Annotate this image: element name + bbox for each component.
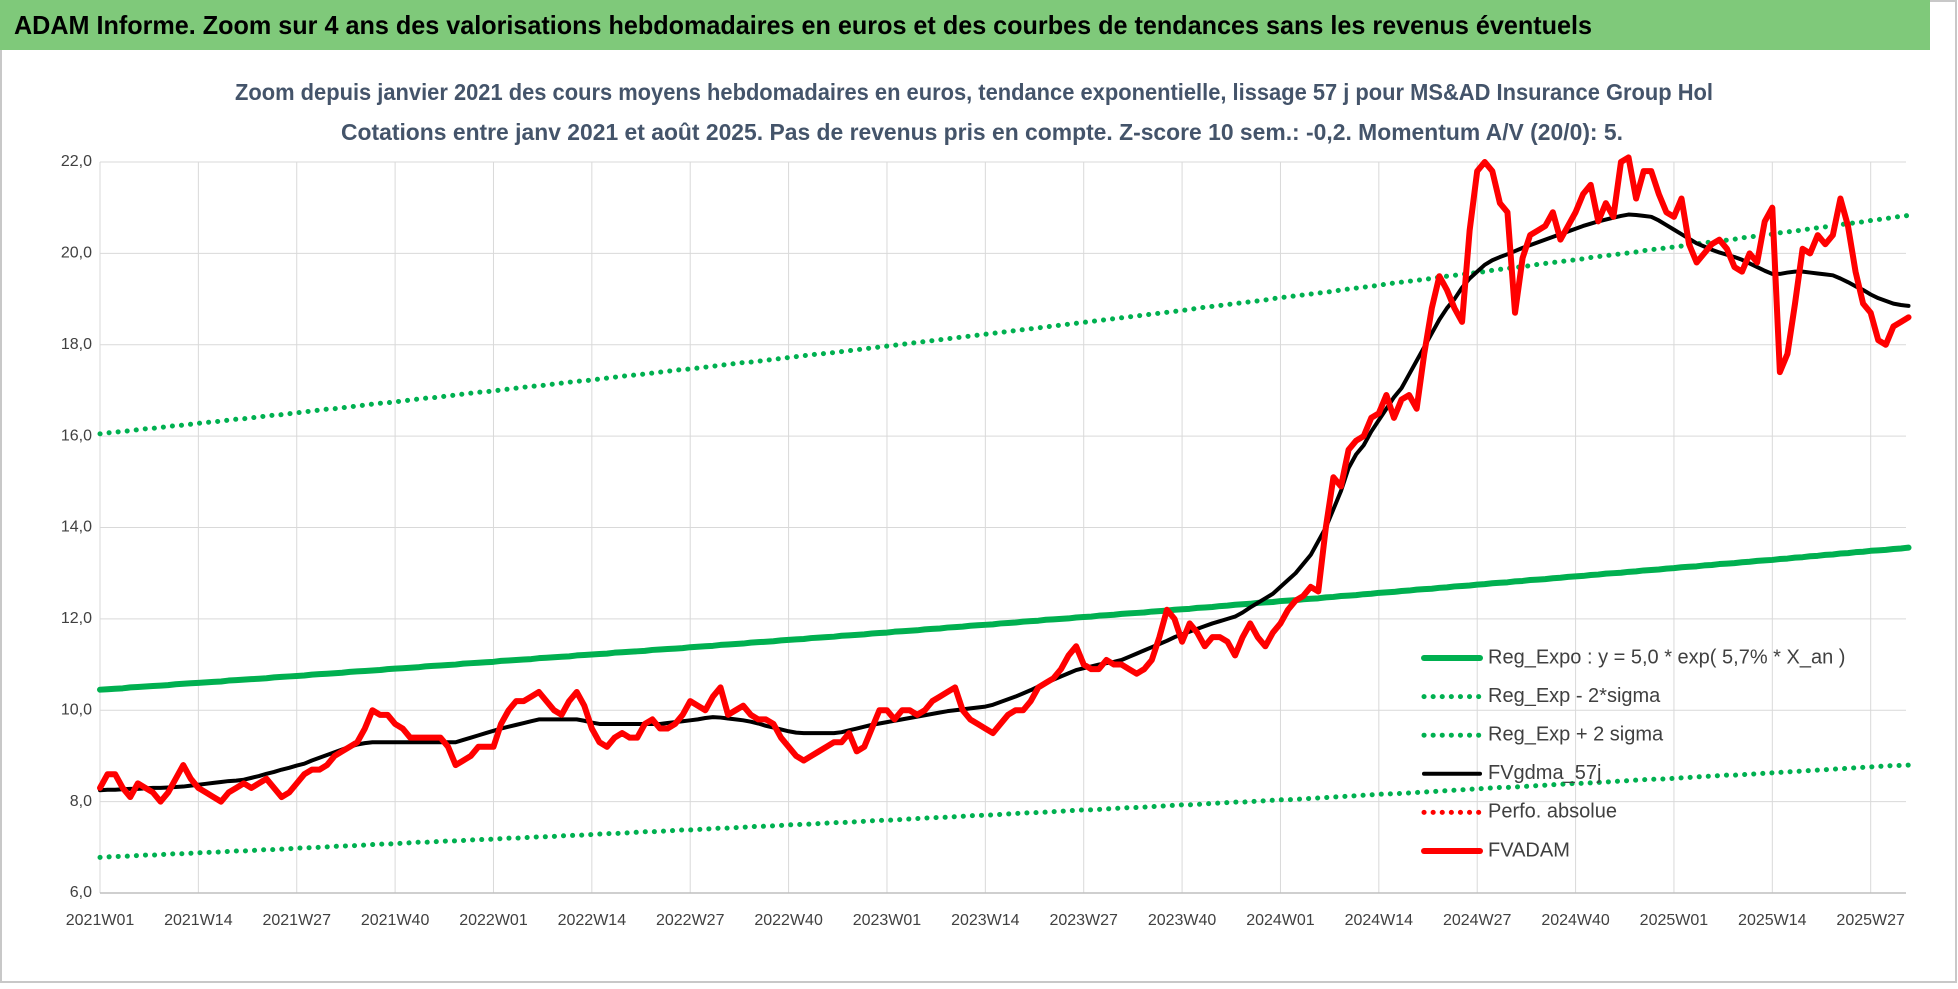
series-line [97, 154, 1912, 805]
x-tick-label: 2024W40 [1541, 912, 1610, 929]
x-tick-label: 2022W27 [656, 912, 725, 929]
y-tick-label: 10,0 [61, 701, 92, 718]
legend-label: Perfo. absolue [1488, 801, 1617, 823]
series-line [97, 544, 1912, 693]
x-tick-label: 2023W27 [1049, 912, 1118, 929]
y-tick-label: 22,0 [61, 153, 92, 170]
x-tick-label: 2021W14 [164, 912, 233, 929]
x-tick-label: 2024W27 [1443, 912, 1512, 929]
y-tick-label: 6,0 [70, 884, 92, 901]
x-tick-label: 2022W01 [459, 912, 528, 929]
chart-title: Zoom depuis janvier 2021 des cours moyen… [235, 79, 1713, 105]
y-tick-label: 12,0 [61, 610, 92, 627]
x-tick-label: 2025W01 [1640, 912, 1709, 929]
chart-subtitle: Cotations entre janv 2021 et août 2025. … [341, 119, 1623, 145]
x-tick-label: 2021W40 [361, 912, 430, 929]
x-tick-label: 2021W27 [262, 912, 331, 929]
x-tick-label: 2022W14 [558, 912, 627, 929]
legend-label: Reg_Exp + 2 sigma [1488, 723, 1664, 745]
page-title: ADAM Informe. Zoom sur 4 ans des valoris… [14, 10, 1592, 40]
x-tick-label: 2025W14 [1738, 912, 1807, 929]
series-line [97, 212, 1912, 437]
x-tick-label: 2024W01 [1246, 912, 1315, 929]
legend-label: FVADAM [1488, 839, 1570, 861]
y-tick-label: 16,0 [61, 427, 92, 444]
y-tick-label: 18,0 [61, 336, 92, 353]
legend-label: Reg_Exp - 2*sigma [1488, 685, 1661, 707]
legend-label: FVgdma_57j [1488, 762, 1601, 784]
header-band [0, 0, 1930, 50]
x-tick-label: 2025W27 [1836, 912, 1905, 929]
x-tick-label: 2021W01 [66, 912, 135, 929]
x-tick-label: 2023W40 [1148, 912, 1217, 929]
y-tick-label: 8,0 [70, 793, 92, 810]
x-tick-label: 2022W40 [754, 912, 823, 929]
x-tick-label: 2024W14 [1345, 912, 1414, 929]
series-line [97, 762, 1912, 860]
legend-label: Reg_Expo : y = 5,0 * exp( 5,7% * X_an ) [1488, 646, 1845, 668]
y-tick-label: 20,0 [61, 245, 92, 262]
x-tick-label: 2023W01 [853, 912, 922, 929]
series-line [98, 212, 1911, 793]
y-tick-label: 14,0 [61, 519, 92, 536]
x-tick-label: 2023W14 [951, 912, 1020, 929]
